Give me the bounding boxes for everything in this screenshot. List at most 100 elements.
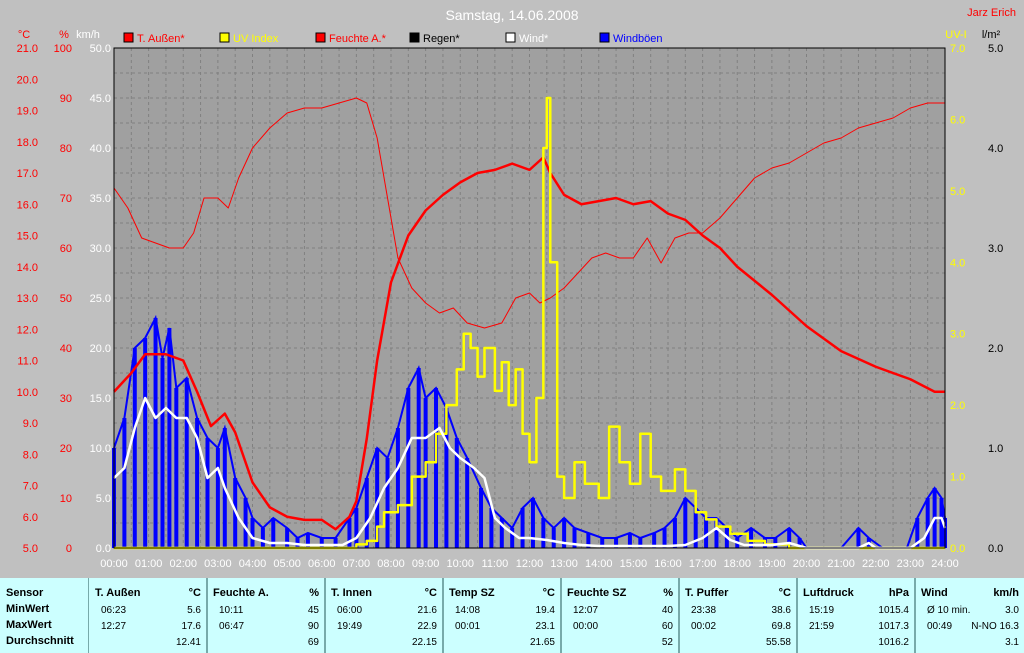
stats-min-time: 06:23 (101, 605, 127, 616)
tick-wind: 0.0 (96, 543, 111, 555)
stats-col-name: Temp SZ (449, 587, 495, 599)
unit-uv: UV-I (945, 29, 966, 41)
stats-min-time: 12:07 (573, 605, 599, 616)
weather-chart: 5.0 6.0 7.0 8.0 9.0 10.0 11.0 12.0 13.0 14.0 15.0 1… (16, 7, 1016, 570)
stats-column: T. Außen °C 06:23 5.6 12:27 17.6 12.41 (88, 578, 208, 653)
stats-column: T. Puffer °C 23:38 38.6 00:02 69.8 55.58 (678, 578, 798, 653)
tick-time: 11:00 (482, 558, 509, 570)
tick-humidity: 70 (60, 193, 72, 205)
stats-col-name: T. Außen (95, 587, 141, 599)
tick-temperature: 14.0 (17, 262, 38, 274)
tick-uv: 4.0 (950, 257, 965, 269)
stats-max-value: 1017.3 (878, 621, 909, 632)
stats-min-value: 5.6 (187, 605, 201, 616)
stats-col-name: Wind (921, 587, 948, 599)
legend-label: Regen* (423, 33, 460, 45)
legend-label: UV Index (233, 33, 279, 45)
tick-wind: 30.0 (90, 243, 111, 255)
legend-swatch (315, 32, 326, 43)
tick-rain: 4.0 (988, 143, 1003, 155)
stats-col-name: Feuchte SZ (567, 587, 627, 599)
tick-time: 06:00 (308, 558, 336, 570)
tick-rain: 0.0 (988, 543, 1003, 555)
legend-swatch (599, 32, 610, 43)
tick-time: 10:00 (446, 558, 474, 570)
legend-item: Windböen (599, 32, 663, 45)
stats-max-time: 21:59 (809, 621, 835, 632)
tick-temperature: 5.0 (23, 543, 38, 555)
stats-row-label-sensor: Sensor (6, 587, 44, 599)
tick-temperature: 12.0 (17, 324, 38, 336)
legend-label: Wind* (519, 33, 549, 45)
series-layer (112, 96, 947, 550)
tick-humidity: 20 (60, 443, 72, 455)
tick-humidity: 50 (60, 293, 72, 305)
stats-min-time: 10:11 (219, 605, 244, 616)
tick-temperature: 9.0 (23, 418, 38, 430)
tick-temperature: 15.0 (17, 231, 38, 243)
stats-max-value: 90 (307, 621, 319, 632)
tick-wind: 45.0 (90, 93, 111, 105)
stats-min-time: 06:00 (337, 605, 363, 616)
tick-time: 24:00 (931, 558, 959, 570)
stats-col-name: Luftdruck (803, 587, 854, 599)
legend-swatch (123, 32, 134, 43)
tick-wind: 50.0 (90, 43, 111, 55)
stats-max-time: 00:02 (691, 621, 717, 632)
tick-time: 05:00 (273, 558, 301, 570)
tick-time: 15:00 (620, 558, 648, 570)
stats-avg-value: 3.1 (1005, 637, 1019, 648)
stats-col-name: T. Puffer (685, 587, 729, 599)
stats-col-unit: °C (188, 587, 201, 599)
tick-wind: 5.0 (96, 493, 111, 505)
stats-col-name: Feuchte A. (213, 587, 269, 599)
tick-humidity: 100 (54, 43, 72, 55)
stats-min-value: 21.6 (417, 605, 437, 616)
stats-column: Feuchte A.% 10:11 45 06:47 90 69 (206, 578, 326, 653)
tick-uv: 5.0 (950, 186, 965, 198)
tick-time: 17:00 (689, 558, 717, 570)
tick-temperature: 6.0 (23, 512, 38, 524)
stats-min-time: 15:19 (809, 605, 835, 616)
stats-min-value: 3.0 (1005, 605, 1019, 616)
legend-swatch (505, 32, 516, 43)
legend-item: Wind* (505, 32, 549, 45)
tick-rain: 2.0 (988, 343, 1003, 355)
stats-max-value: 60 (661, 621, 673, 632)
stats-row-label-min: MinWert (6, 603, 50, 615)
stats-col-unit: °C (542, 587, 555, 599)
stats-column: Wind km/h Ø 10 min. 3.0 00:49 N-NO 16.3 3.1 (914, 578, 1024, 653)
tick-uv: 6.0 (950, 114, 965, 126)
tick-uv: 2.0 (950, 400, 965, 412)
series-feuchte-a (113, 97, 945, 329)
stats-column: Feuchte SZ% 12:07 40 00:00 60 52 (560, 578, 680, 653)
tick-rain: 1.0 (988, 443, 1003, 455)
stats-min-value: 38.6 (771, 605, 791, 616)
tick-time: 08:00 (377, 558, 405, 570)
stats-row-label-max: MaxWert (6, 619, 52, 631)
tick-humidity: 30 (60, 393, 72, 405)
tick-temperature: 18.0 (17, 137, 38, 149)
stats-col-unit: % (663, 587, 673, 599)
legend-label: Feuchte A.* (329, 33, 387, 45)
tick-rain: 5.0 (988, 43, 1003, 55)
tick-time: 22:00 (862, 558, 890, 570)
tick-humidity: 40 (60, 343, 72, 355)
stats-avg-value: 69 (307, 637, 319, 648)
stats-max-time: 19:49 (337, 621, 363, 632)
chart-title: Samstag, 14.06.2008 (445, 7, 578, 23)
tick-uv: 1.0 (950, 472, 965, 484)
stats-col-unit: % (309, 587, 319, 599)
stats-col-name: T. Innen (331, 587, 372, 599)
stats-avg-value: 52 (661, 637, 673, 648)
tick-time: 14:00 (585, 558, 613, 570)
tick-wind: 20.0 (90, 343, 111, 355)
stats-min-time: 14:08 (455, 605, 481, 616)
stats-min-value: 19.4 (535, 605, 555, 616)
tick-temperature: 10.0 (17, 387, 38, 399)
stats-max-value: 17.6 (181, 621, 201, 632)
tick-humidity: 80 (60, 143, 72, 155)
series-t-au-en (113, 156, 945, 531)
axes-layer: 5.0 6.0 7.0 8.0 9.0 10.0 11.0 12.0 13.0 14.0 15.0 1… (17, 29, 1004, 570)
legend-label: Windböen (613, 33, 663, 45)
